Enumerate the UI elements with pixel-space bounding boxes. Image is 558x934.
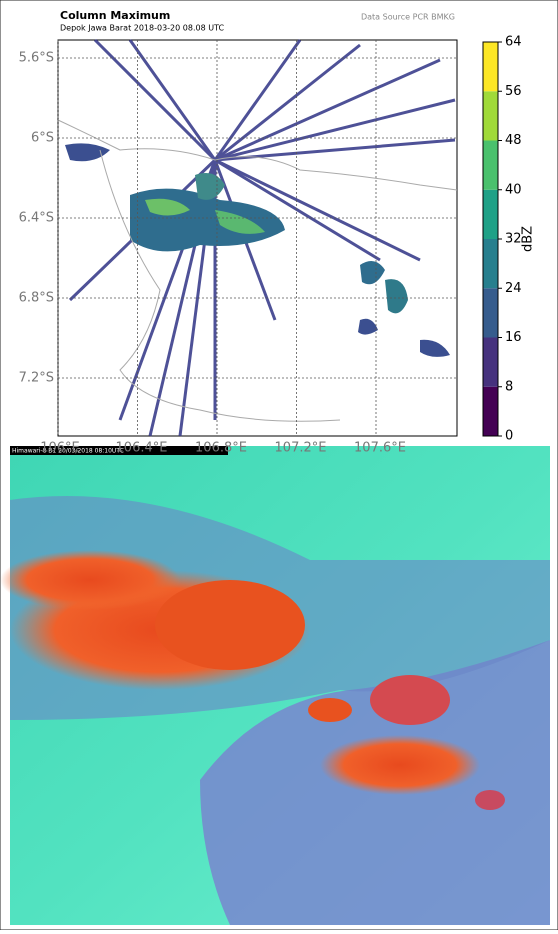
subtitle: Depok Jawa Barat 2018-03-20 08.08 UTC [60,24,224,33]
colorbar-tick-label: 32 [505,232,522,247]
colorbar-tick-label: 64 [505,35,522,50]
colorbar-label: dBZ [521,226,536,252]
colorbar-tick-label: 24 [505,281,522,296]
lon-label: 107.6°E [354,441,406,456]
colorbar-segment [483,288,498,337]
colorbar-segment [483,141,498,190]
radar-map [58,40,457,436]
lon-label: 107.2°E [275,441,327,456]
colorbar-segment [483,387,498,436]
colorbar-tick-label: 40 [505,182,522,197]
colorbar-segment [483,91,498,140]
source: Data Source PCR BMKG [361,13,455,22]
colorbar-segment [483,338,498,387]
lon-label: 106.4°E [116,441,168,456]
colorbar-tick-label: 56 [505,84,522,99]
lat-label: 6.4°S [19,211,54,226]
lat-label: 6°S [31,131,54,146]
colorbar-tick-label: 8 [505,379,513,394]
colorbar-segment [483,190,498,239]
colorbar-segment [483,239,498,288]
lat-label: 7.2°S [19,371,54,386]
lon-label: 106°E [40,441,80,456]
lat-label: 5.6°S [19,51,54,66]
lat-label: 6.8°S [19,291,54,306]
colorbar-tick-label: 0 [505,429,513,444]
page: Column Maximum Depok Jawa Barat 2018-03-… [0,0,558,930]
colorbar-tick-label: 16 [505,330,522,345]
colorbar-segment [483,42,498,91]
satellite-image: Himawari-8 B1 20/03/2018 08:10UTC [0,446,550,925]
lon-label: 106.8°E [195,441,247,456]
colorbar-tick-label: 48 [505,133,522,148]
title: Column Maximum [60,9,170,22]
